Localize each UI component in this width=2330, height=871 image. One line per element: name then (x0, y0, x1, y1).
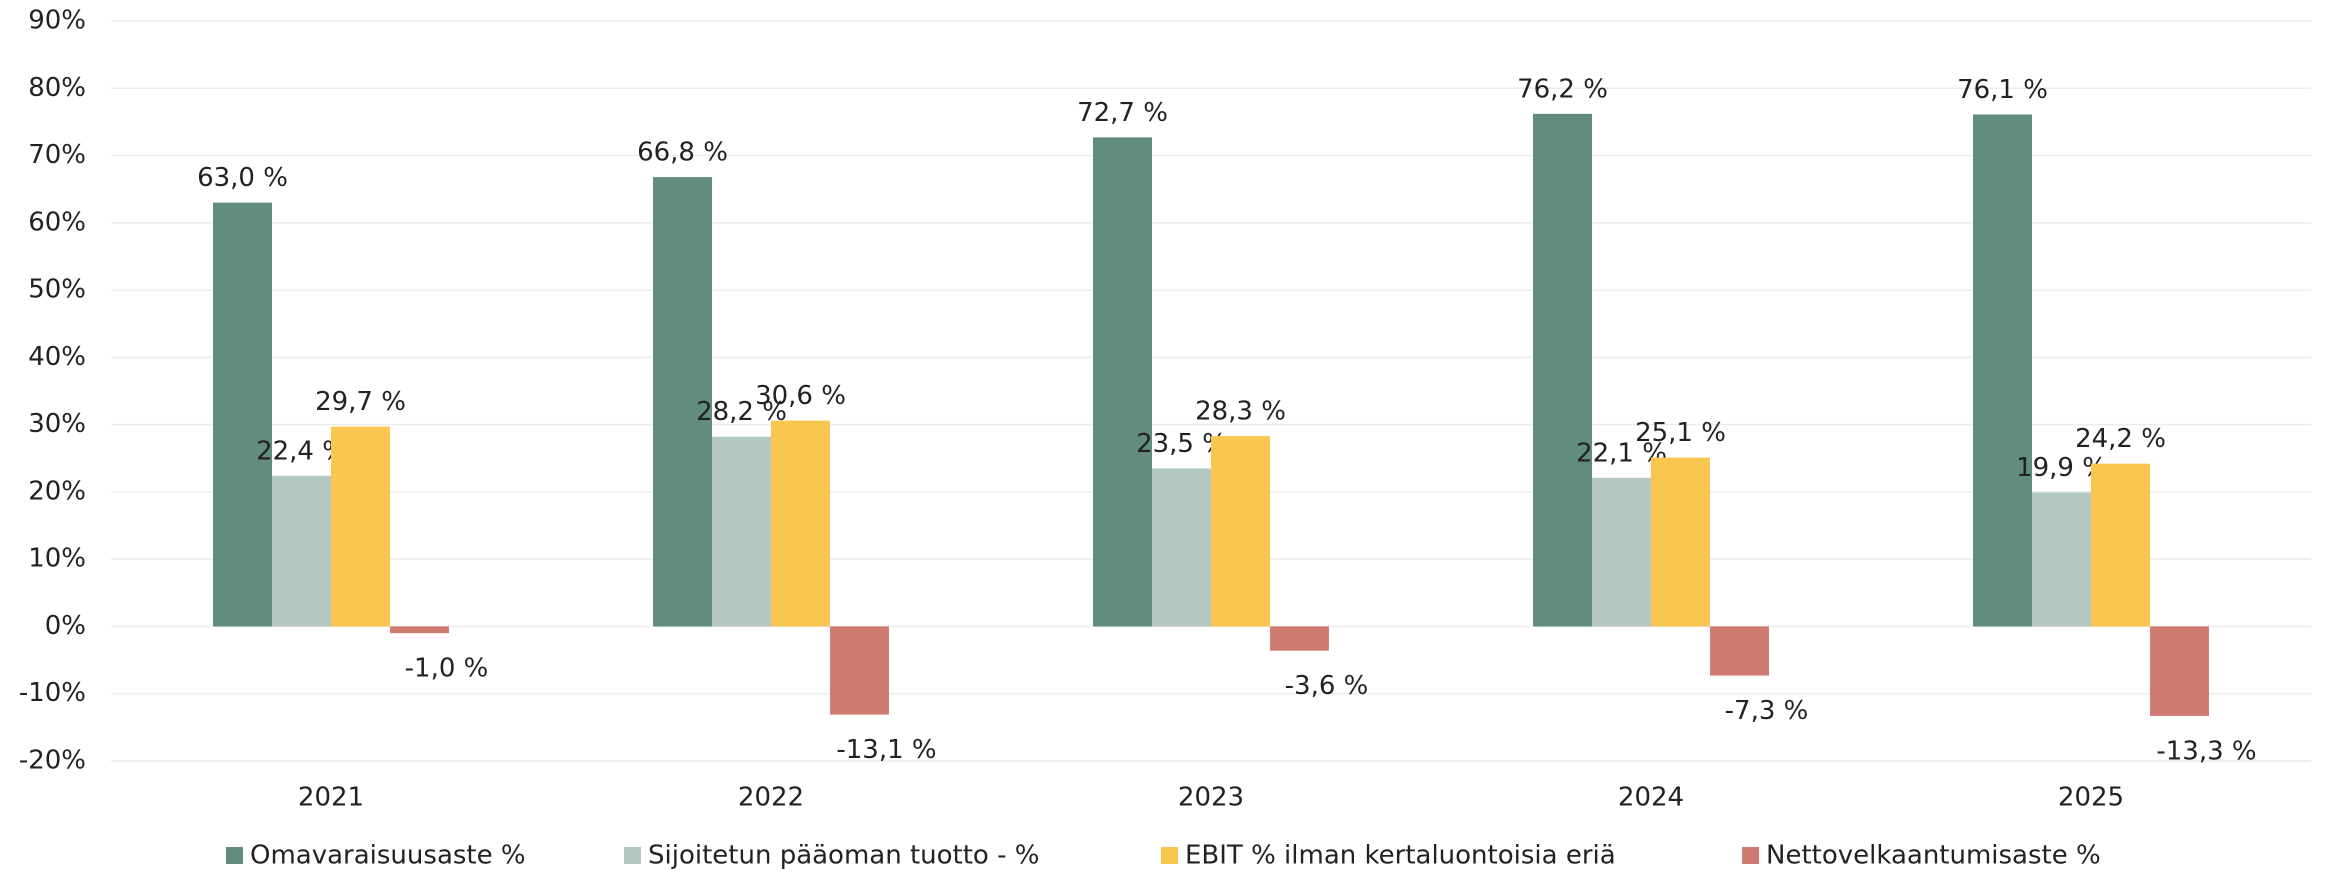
legend-label: Omavaraisuusaste % (250, 841, 526, 871)
y-tick-label: -10% (19, 678, 86, 708)
bar (653, 177, 712, 627)
data-label: 72,7 % (1077, 98, 1168, 128)
data-label: 63,0 % (197, 163, 288, 193)
y-tick-label: 80% (28, 73, 86, 103)
y-tick-label: 40% (28, 342, 86, 372)
x-tick-label: 2025 (2058, 783, 2124, 813)
data-label: 30,6 % (755, 381, 846, 411)
data-label: 24,2 % (2075, 424, 2166, 454)
data-label: -13,1 % (836, 735, 936, 765)
y-tick-label: 20% (28, 476, 86, 506)
bar (1710, 626, 1769, 676)
bar (1093, 137, 1152, 627)
legend-swatch (1742, 847, 1759, 864)
x-tick-label: 2022 (738, 783, 804, 813)
bar (2032, 492, 2091, 627)
legend-label: Sijoitetun pääoman tuotto - % (648, 841, 1039, 871)
data-label: -1,0 % (405, 654, 489, 684)
legend-swatch (624, 847, 641, 864)
bar (1973, 114, 2032, 627)
bar (1152, 468, 1211, 627)
y-tick-label: 60% (28, 207, 86, 237)
y-tick-label: 70% (28, 140, 86, 170)
data-label: 28,3 % (1195, 397, 1286, 427)
bar (272, 475, 331, 627)
data-label: 76,2 % (1517, 74, 1608, 104)
bar (331, 426, 390, 627)
y-tick-label: 90% (28, 6, 86, 36)
bar (213, 202, 272, 627)
y-tick-label: 10% (28, 544, 86, 574)
y-tick-label: 50% (28, 275, 86, 305)
bar (1211, 436, 1270, 627)
bar (1533, 113, 1592, 627)
bar (1270, 626, 1329, 651)
legend-swatch (226, 847, 243, 864)
bar (2150, 626, 2209, 716)
data-label: 29,7 % (315, 387, 406, 417)
bar (1651, 457, 1710, 627)
legend-label: Nettovelkaantumisaste % (1766, 841, 2101, 871)
bar (712, 436, 771, 627)
data-label: 66,8 % (637, 138, 728, 168)
x-tick-label: 2023 (1178, 783, 1244, 813)
data-label: -13,3 % (2156, 736, 2256, 766)
y-tick-label: 0% (45, 611, 86, 641)
data-label: -3,6 % (1285, 671, 1369, 701)
legend-swatch (1161, 847, 1178, 864)
legend-label: EBIT % ilman kertaluontoisia eriä (1185, 841, 1616, 871)
bar (2091, 463, 2150, 627)
y-tick-label: -20% (19, 746, 86, 776)
x-tick-label: 2021 (298, 783, 364, 813)
y-tick-label: 30% (28, 409, 86, 439)
bar (1592, 477, 1651, 627)
bar (390, 626, 449, 634)
x-tick-label: 2024 (1618, 783, 1684, 813)
data-label: -7,3 % (1725, 696, 1809, 726)
data-label: 76,1 % (1957, 75, 2048, 105)
bar (771, 420, 830, 627)
bar (830, 626, 889, 715)
data-label: 25,1 % (1635, 418, 1726, 448)
